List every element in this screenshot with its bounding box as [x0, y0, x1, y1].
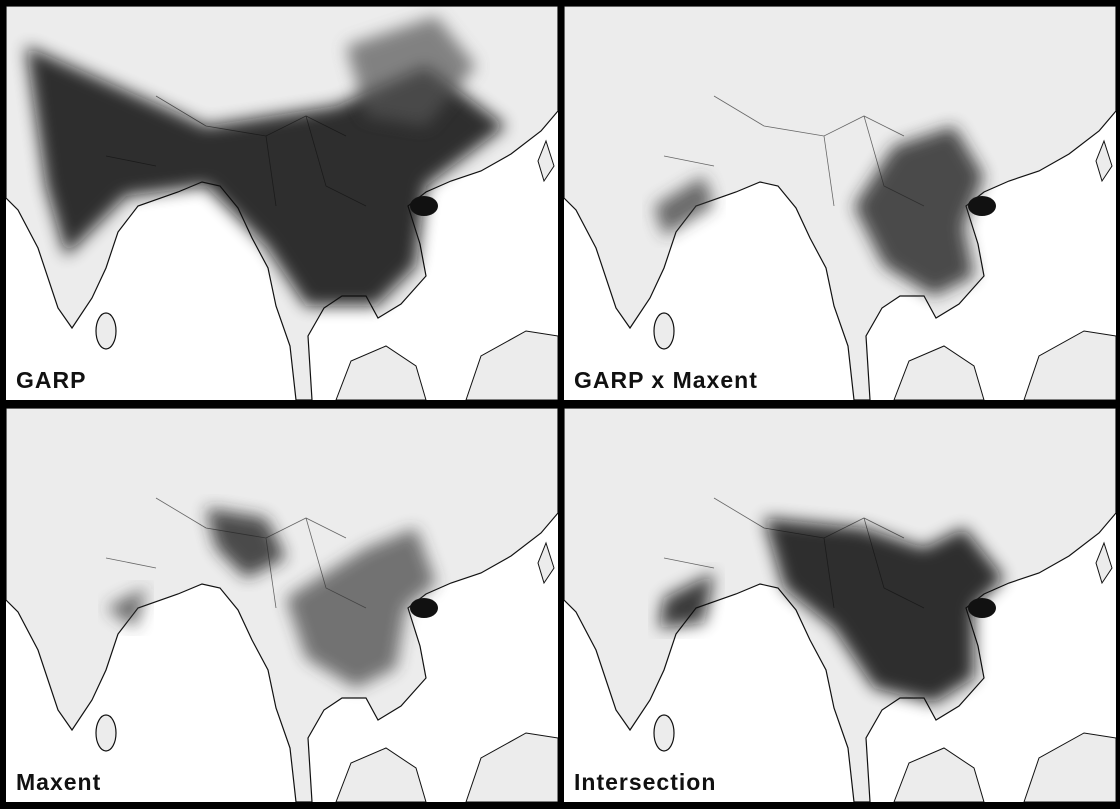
hainan [968, 598, 996, 618]
map-panel: Intersection [564, 408, 1116, 802]
panel-label: GARP x Maxent [574, 367, 758, 393]
hainan [968, 196, 996, 216]
panel-label: Intersection [574, 769, 716, 795]
hainan [410, 598, 438, 618]
map-panel: Maxent [6, 408, 558, 802]
map-panel: GARP x Maxent [564, 6, 1116, 400]
figure: GARP GARP x Maxent Maxent Intersection [0, 0, 1120, 809]
panel-label: GARP [16, 367, 86, 393]
hainan [410, 196, 438, 216]
map-panel: GARP [6, 6, 558, 400]
panel-label: Maxent [16, 769, 101, 795]
